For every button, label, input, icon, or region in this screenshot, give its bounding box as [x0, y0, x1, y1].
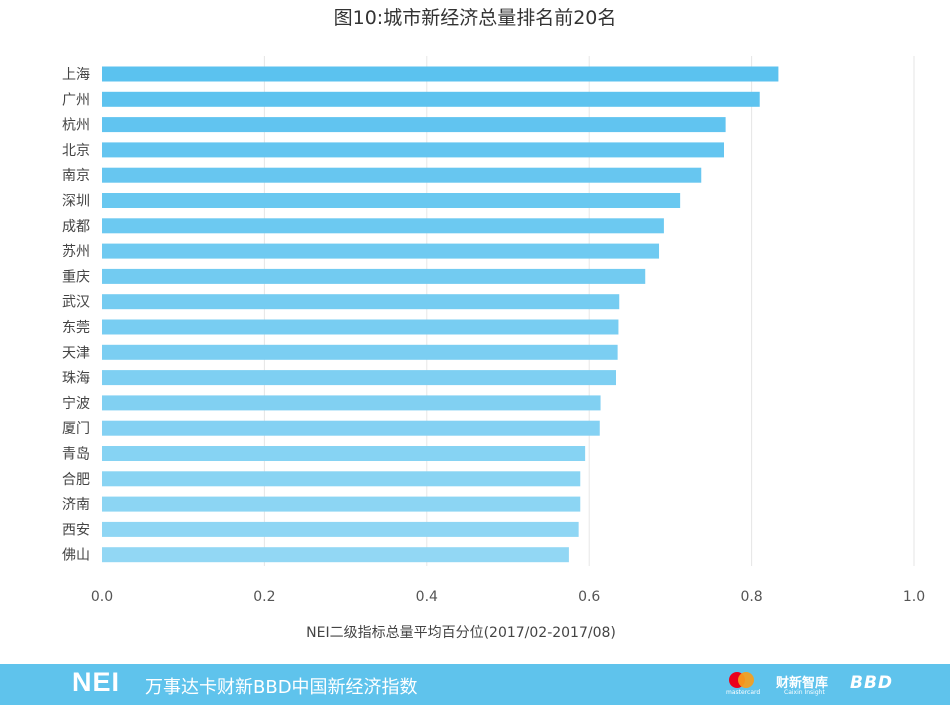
x-tick-label: 0.6: [578, 589, 600, 605]
x-axis-title: NEI二级指标总量平均百分位(2017/02-2017/08): [306, 625, 616, 641]
bbd-logo: BBD: [850, 673, 894, 693]
category-label: 杭州: [62, 118, 90, 134]
chart-title: 图10:城市新经济总量排名前20名: [334, 7, 617, 29]
category-label: 上海: [62, 67, 90, 83]
bar: [102, 142, 724, 158]
category-label: 宁波: [62, 395, 90, 412]
category-label: 厦门: [62, 421, 90, 437]
bar: [102, 521, 579, 537]
x-tick-label: 1.0: [903, 589, 925, 605]
category-label: 东莞: [62, 320, 90, 336]
x-tick-label: 0.2: [253, 589, 275, 605]
chart: 图10:城市新经济总量排名前20名 上海广州杭州北京南京深圳成都苏州重庆武汉东莞…: [62, 7, 925, 641]
category-label: 南京: [62, 168, 90, 184]
bar: [102, 218, 664, 234]
bar: [102, 496, 581, 512]
category-label: 重庆: [62, 269, 90, 285]
bar: [102, 268, 646, 284]
bar: [102, 294, 620, 310]
bar: [102, 547, 569, 563]
mastercard-text: mastercard: [726, 689, 761, 696]
category-label: 西安: [62, 522, 90, 538]
bar: [102, 117, 726, 133]
category-label: 武汉: [62, 295, 90, 311]
bar: [102, 370, 616, 386]
category-label: 佛山: [62, 548, 90, 564]
bar: [102, 344, 618, 360]
bar: [102, 66, 779, 82]
category-label: 济南: [62, 497, 90, 513]
x-tick-labels: 0.0 0.2 0.4 0.6 0.8 1.0: [91, 589, 925, 605]
bar: [102, 420, 600, 436]
mastercard-logo: mastercard: [726, 670, 761, 700]
category-label: 苏州: [62, 244, 90, 260]
category-label: 成都: [62, 219, 90, 235]
x-tick-label: 0.0: [91, 589, 113, 605]
bar: [102, 471, 581, 487]
grid-lines: [263, 56, 915, 566]
bar: [102, 446, 586, 461]
caixin-insight-logo: 财新智库 Caixin Insight: [776, 670, 836, 700]
bar: [102, 319, 619, 335]
category-label: 合肥: [62, 472, 90, 488]
bar: [102, 243, 660, 259]
mastercard-orange-circle: [738, 672, 754, 688]
footer-subtitle: 万事达卡财新BBD中国新经济指数: [145, 677, 418, 698]
footer-logos: mastercard 财新智库 Caixin Insight BBD: [726, 670, 926, 700]
caixin-main-text: 财新智库: [776, 676, 829, 691]
bar: [102, 167, 702, 183]
category-label: 北京: [62, 143, 90, 159]
bar: [102, 395, 601, 411]
bar: [102, 193, 681, 208]
bars: [102, 66, 779, 563]
footer-brand: NEI: [72, 667, 121, 697]
category-label: 天津: [62, 345, 90, 361]
caixin-sub-text: Caixin Insight: [784, 689, 825, 696]
footer-bar: NEI 万事达卡财新BBD中国新经济指数 mastercard 财新智库 Cai…: [0, 664, 950, 705]
category-label: 深圳: [62, 194, 90, 210]
x-tick-label: 0.8: [740, 589, 762, 605]
category-label: 广州: [62, 92, 90, 108]
bar: [102, 91, 760, 107]
x-tick-label: 0.4: [416, 589, 438, 605]
category-label: 珠海: [62, 371, 90, 387]
category-label: 青岛: [62, 447, 90, 463]
